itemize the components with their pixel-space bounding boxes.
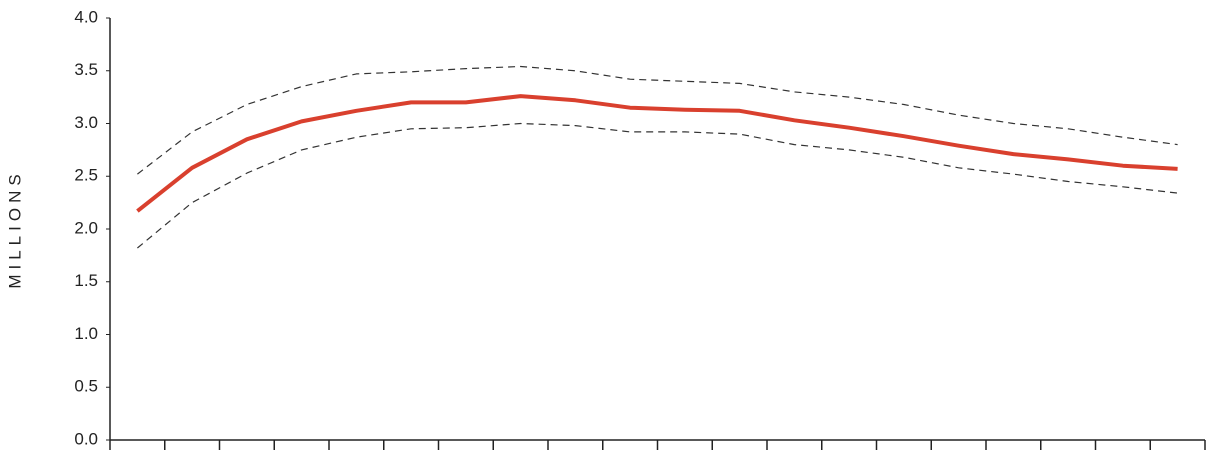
y-tick-label: 2.0 (74, 218, 98, 237)
y-tick-label: 3.0 (74, 113, 98, 132)
y-tick-label: 3.5 (74, 60, 98, 79)
y-axis-label: MILLIONS (5, 169, 24, 288)
y-tick-label: 0.0 (74, 429, 98, 448)
y-tick-label: 2.5 (74, 166, 98, 185)
bound-line (137, 122, 1178, 249)
bound-line (137, 65, 1178, 175)
y-tick-label: 0.5 (74, 377, 98, 396)
y-tick-label: 4.0 (74, 7, 98, 26)
y-tick-label: 1.5 (74, 271, 98, 290)
y-tick-label: 1.0 (74, 324, 98, 343)
series-line (136, 94, 1178, 213)
